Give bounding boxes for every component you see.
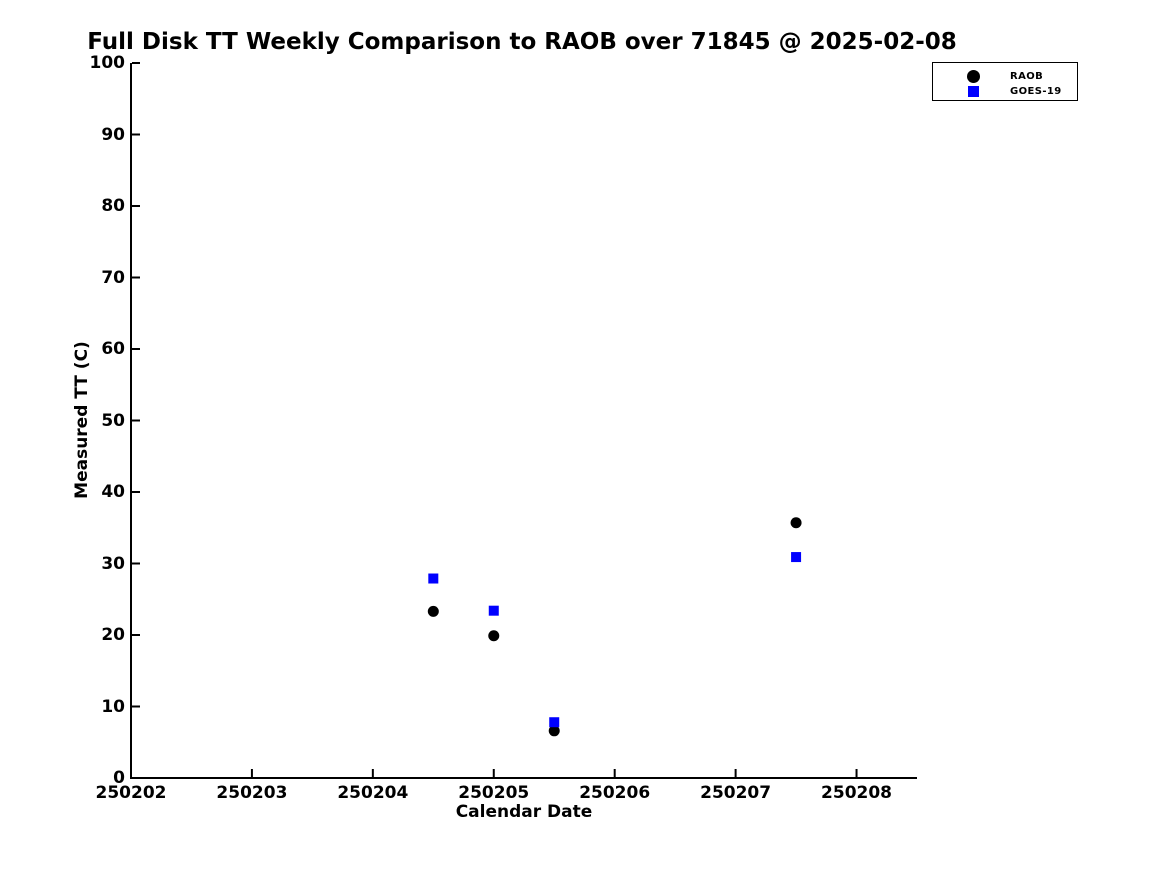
- legend-goes19-label: GOES-19: [1010, 86, 1062, 97]
- data-point-goes-19: [791, 552, 802, 563]
- legend: RAOB GOES-19: [932, 62, 1078, 101]
- x-tick-label: 250203: [216, 783, 288, 803]
- data-point-goes-19: [428, 573, 439, 584]
- y-tick-label: 40: [101, 482, 125, 502]
- y-tick-label: 10: [101, 696, 125, 717]
- y-tick-label: 0: [113, 768, 125, 788]
- legend-raob-marker-icon: [967, 70, 980, 83]
- data-point-raob: [427, 605, 439, 617]
- x-tick-label: 250202: [95, 783, 167, 803]
- x-tick-label: 250207: [700, 783, 772, 803]
- legend-raob-label: RAOB: [1010, 71, 1044, 82]
- data-point-goes-19: [488, 605, 499, 616]
- y-axis-label: Measured TT (C): [72, 341, 92, 499]
- data-point-goes-19: [549, 717, 560, 728]
- x-tick-label: 250204: [337, 783, 409, 803]
- x-axis-label: Calendar Date: [455, 802, 593, 822]
- x-tick-label: 250206: [579, 783, 651, 803]
- data-point-raob: [488, 630, 500, 642]
- x-tick-label: 250208: [821, 783, 893, 803]
- y-tick-label: 20: [101, 625, 125, 645]
- y-tick-label: 50: [101, 410, 125, 431]
- y-tick-label: 60: [101, 339, 125, 359]
- legend-goes19-marker-icon: [968, 86, 979, 97]
- y-tick-label: 30: [101, 553, 125, 574]
- y-tick-label: 70: [101, 267, 125, 288]
- data-point-raob: [548, 725, 560, 737]
- y-tick-label: 80: [101, 196, 125, 216]
- x-tick-label: 250205: [458, 783, 530, 803]
- chart-title: Full Disk TT Weekly Comparison to RAOB o…: [87, 29, 957, 55]
- data-point-raob: [790, 517, 802, 529]
- y-tick-label: 100: [89, 53, 126, 73]
- y-tick-label: 90: [101, 124, 125, 145]
